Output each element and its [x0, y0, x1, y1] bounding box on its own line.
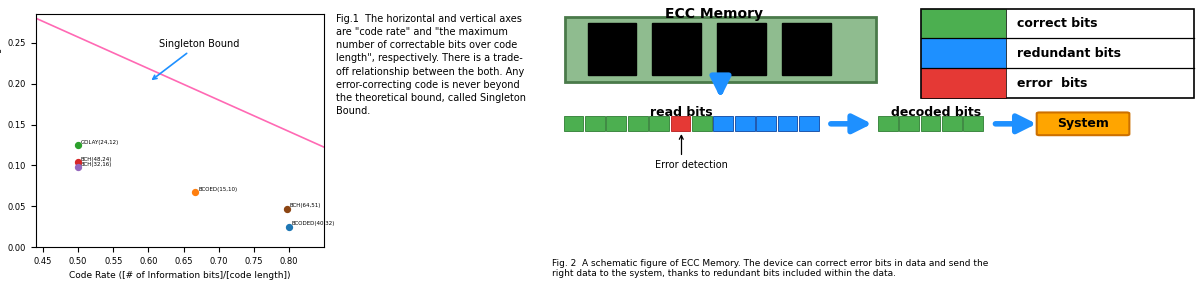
Text: ECC Memory: ECC Memory — [665, 7, 763, 21]
Point — [68, 165, 88, 170]
Text: correct bits: correct bits — [1018, 17, 1098, 30]
Bar — [799, 116, 818, 131]
Bar — [782, 23, 830, 75]
Bar — [649, 116, 668, 131]
Bar — [756, 116, 776, 131]
Text: read bits: read bits — [650, 106, 713, 119]
Bar — [920, 116, 941, 131]
Text: error  bits: error bits — [1018, 77, 1087, 89]
Bar — [565, 17, 876, 82]
Bar — [922, 9, 1194, 98]
Bar — [692, 116, 712, 131]
Point — [68, 160, 88, 164]
Bar — [734, 116, 755, 131]
Text: decoded bits: decoded bits — [892, 106, 982, 119]
Bar — [922, 9, 1006, 38]
Point — [68, 143, 88, 147]
Bar — [564, 116, 583, 131]
Bar — [628, 116, 648, 131]
Text: BCODED(40,32): BCODED(40,32) — [292, 221, 335, 226]
Bar — [964, 116, 983, 131]
Y-axis label: [# of correctable error bits ]/[code length]: [# of correctable error bits ]/[code len… — [0, 35, 2, 226]
Text: BCOED(15,10): BCOED(15,10) — [198, 187, 238, 192]
Text: BCH(32,16): BCH(32,16) — [80, 162, 113, 167]
Bar — [586, 116, 605, 131]
Bar — [588, 23, 636, 75]
Bar — [606, 116, 626, 131]
Point — [277, 206, 296, 211]
Bar — [899, 116, 919, 131]
Text: BCH(64,51): BCH(64,51) — [289, 203, 320, 208]
Text: Error detection: Error detection — [654, 135, 727, 170]
Text: System: System — [1057, 117, 1109, 130]
Bar — [942, 116, 962, 131]
Point — [186, 190, 205, 195]
Bar — [713, 116, 733, 131]
Text: redundant bits: redundant bits — [1018, 47, 1121, 60]
Point — [280, 224, 299, 229]
Bar — [878, 116, 898, 131]
Text: Fig.1  The horizontal and vertical axes
are "code rate" and "the maximum
number : Fig.1 The horizontal and vertical axes a… — [336, 14, 526, 116]
Bar — [671, 116, 690, 131]
Bar — [922, 38, 1006, 68]
Text: BCH(48,24): BCH(48,24) — [80, 157, 113, 162]
Text: Fig. 2  A schematic figure of ECC Memory. The device can correct error bits in d: Fig. 2 A schematic figure of ECC Memory.… — [552, 259, 989, 278]
X-axis label: Code Rate ([# of Information bits]/[code length]): Code Rate ([# of Information bits]/[code… — [70, 271, 290, 280]
Bar — [718, 23, 766, 75]
Text: GOLAY(24,12): GOLAY(24,12) — [80, 139, 119, 145]
Bar — [778, 116, 797, 131]
Bar — [922, 68, 1006, 98]
Text: Singleton Bound: Singleton Bound — [152, 39, 239, 79]
Bar — [653, 23, 701, 75]
FancyBboxPatch shape — [1037, 112, 1129, 135]
